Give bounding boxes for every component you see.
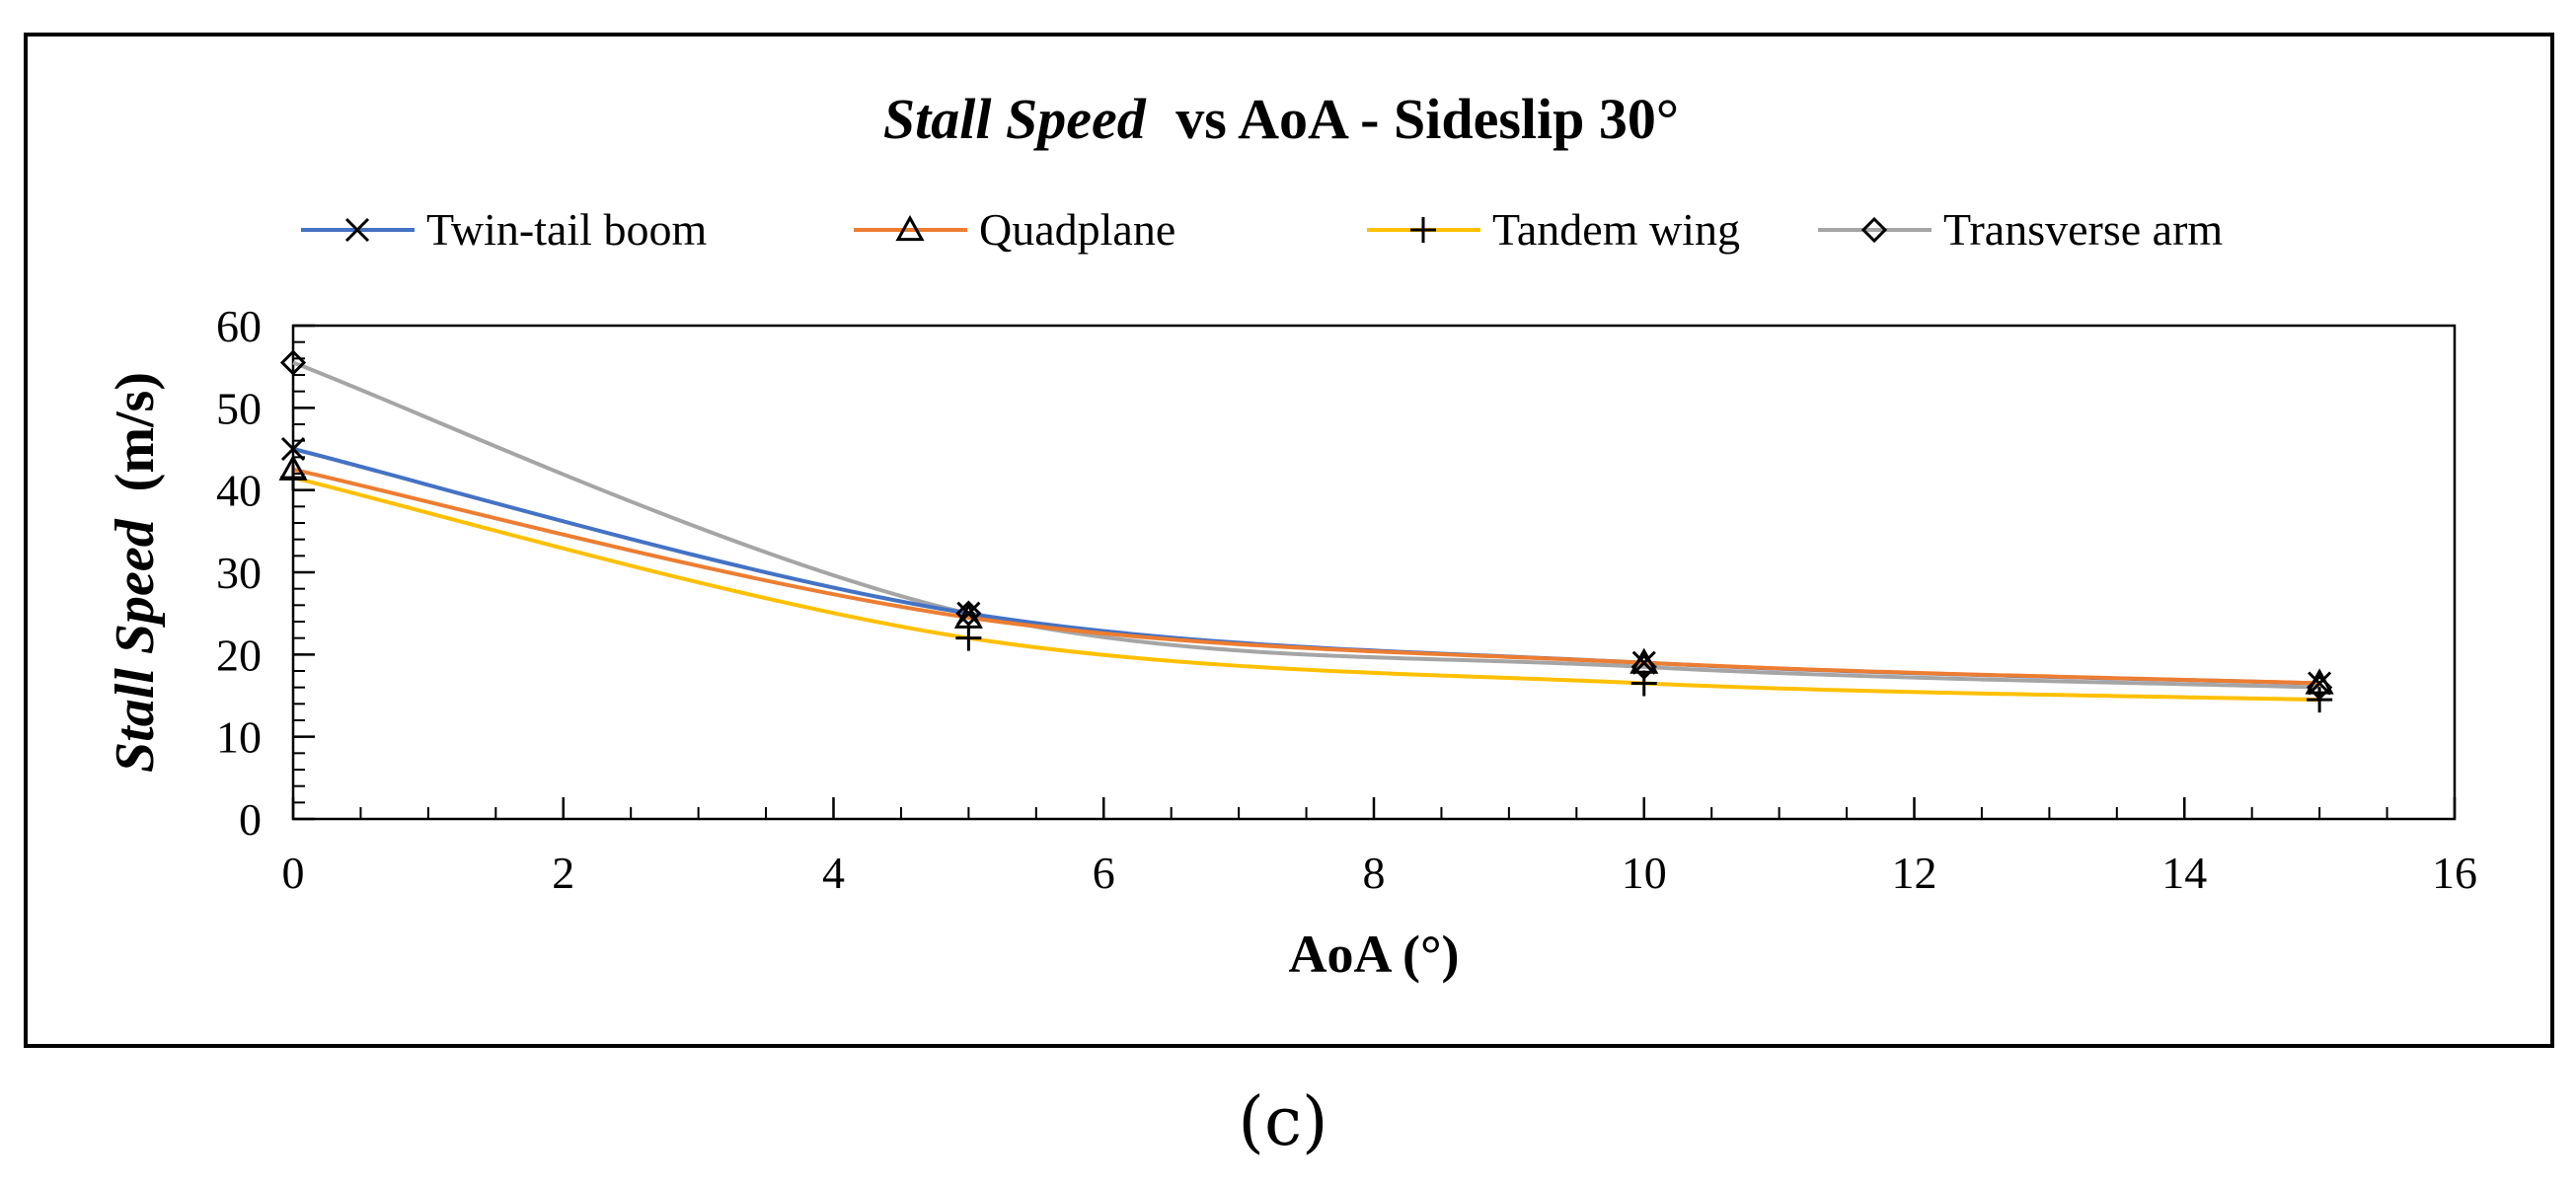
y-axis-label: Stall Speed (m/s) [105,372,166,773]
y-axis-label-italic: Stall Speed [105,518,166,773]
chart-frame [24,33,2554,1048]
y-axis-label-regular: (m/s) [105,372,166,491]
legend-label: Tandem wing [1492,204,1740,255]
figure-caption: (c) [1238,1083,1327,1161]
legend-marker [1860,216,1888,244]
marker-layer [278,349,2334,713]
y-tick-label-50: 50 [216,383,262,433]
x-tick-label-4: 4 [822,848,845,898]
x-tick-label-16: 16 [2432,848,2477,898]
data-point-tandem-wing [2307,687,2333,713]
x-tick-label-14: 14 [2161,848,2207,898]
x-tick-label-6: 6 [1093,848,1115,898]
y-tick-label-60: 60 [216,301,262,351]
y-tick-label-10: 10 [216,712,262,763]
y-tick-label-30: 30 [216,548,262,598]
legend: Twin-tail boom Quadplane Tandem wing Transv… [301,204,2223,255]
legend-item-tandem-wing: Tandem wing [1367,204,1740,255]
data-point-transverse-arm [955,600,982,627]
chart-title-italic: Stall Speed [883,87,1147,151]
series-line-transverse-arm [292,360,2320,690]
series-layer [292,360,2320,703]
legend-marker [895,214,925,242]
y-tick-label-20: 20 [216,630,262,680]
legend-item-transverse-arm: Transverse arm [1818,204,2223,255]
legend-marker [1410,217,1436,243]
data-point-twin-tail-boom [1631,650,1656,675]
x-tick-label-10: 10 [1622,848,1667,898]
y-tick-label-40: 40 [216,466,262,516]
data-point-tandem-wing [955,625,982,651]
y-tick-label-0: 0 [239,794,262,845]
legend-label: Transverse arm [1943,204,2223,255]
x-tick-label-8: 8 [1363,848,1386,898]
legend-item-twin-tail-boom: Twin-tail boom [301,204,707,255]
chart-title-regular: vs AoA - Sideslip 30° [1175,87,1679,151]
x-tick-label-2: 2 [552,848,574,898]
x-tick-label-12: 12 [1892,848,1937,898]
legend-item-quadplane: Quadplane [854,204,1175,255]
data-point-transverse-arm [279,349,307,376]
legend-label: Twin-tail boom [426,204,707,255]
x-tick-label-0: 0 [282,848,305,898]
data-point-tandem-wing [1630,670,1657,697]
legend-label: Quadplane [979,204,1175,255]
chart-title: Stall Speed vs AoA - Sideslip 30° [883,87,1679,151]
data-point-tandem-wing [280,465,306,491]
data-point-twin-tail-boom [280,436,306,462]
series-line-tandem-wing [292,476,2320,703]
data-point-twin-tail-boom [2308,671,2332,696]
x-axis-label: AoA (°) [1288,925,1459,984]
series-line-quadplane [292,467,2320,686]
axes: 0 2 4 6 8 10 12 14 16 0 10 20 30 40 50 60 [216,301,2477,898]
legend-marker [344,217,370,243]
